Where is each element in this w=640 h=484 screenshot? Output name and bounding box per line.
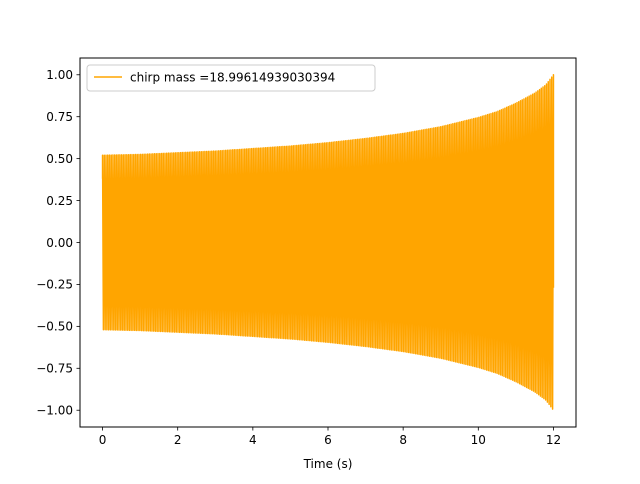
x-axis-label: Time (s) (303, 457, 353, 471)
x-tick-label: 12 (546, 433, 561, 447)
x-tick-label: 8 (399, 433, 407, 447)
x-tick-label: 4 (249, 433, 257, 447)
y-tick-label: 0.75 (46, 110, 73, 124)
plot-area (101, 74, 555, 410)
y-axis: −1.00 −0.75 −0.50 −0.25 0.00 0.25 0.50 0.75 1.00 (36, 68, 80, 418)
x-axis: 0 2 4 6 8 10 12 (99, 427, 561, 447)
y-tick-label: 0.00 (46, 236, 73, 250)
y-tick-label: −0.25 (36, 278, 73, 292)
y-tick-label: 0.50 (46, 152, 73, 166)
y-tick-label: −0.50 (36, 320, 73, 334)
legend-entry-label: chirp mass =18.99614939030394 (130, 71, 335, 85)
x-tick-label: 2 (174, 433, 182, 447)
legend-box (86, 64, 376, 92)
x-tick-label: 6 (324, 433, 332, 447)
series-line-0 (101, 74, 555, 410)
legend: chirp mass =18.99614939030394 (86, 64, 376, 92)
x-tick-label: 0 (99, 433, 107, 447)
y-tick-label: 0.25 (46, 194, 73, 208)
y-tick-label: −0.75 (36, 362, 73, 376)
y-tick-label: 1.00 (46, 68, 73, 82)
x-tick-label: 10 (471, 433, 486, 447)
y-tick-label: −1.00 (36, 404, 73, 418)
